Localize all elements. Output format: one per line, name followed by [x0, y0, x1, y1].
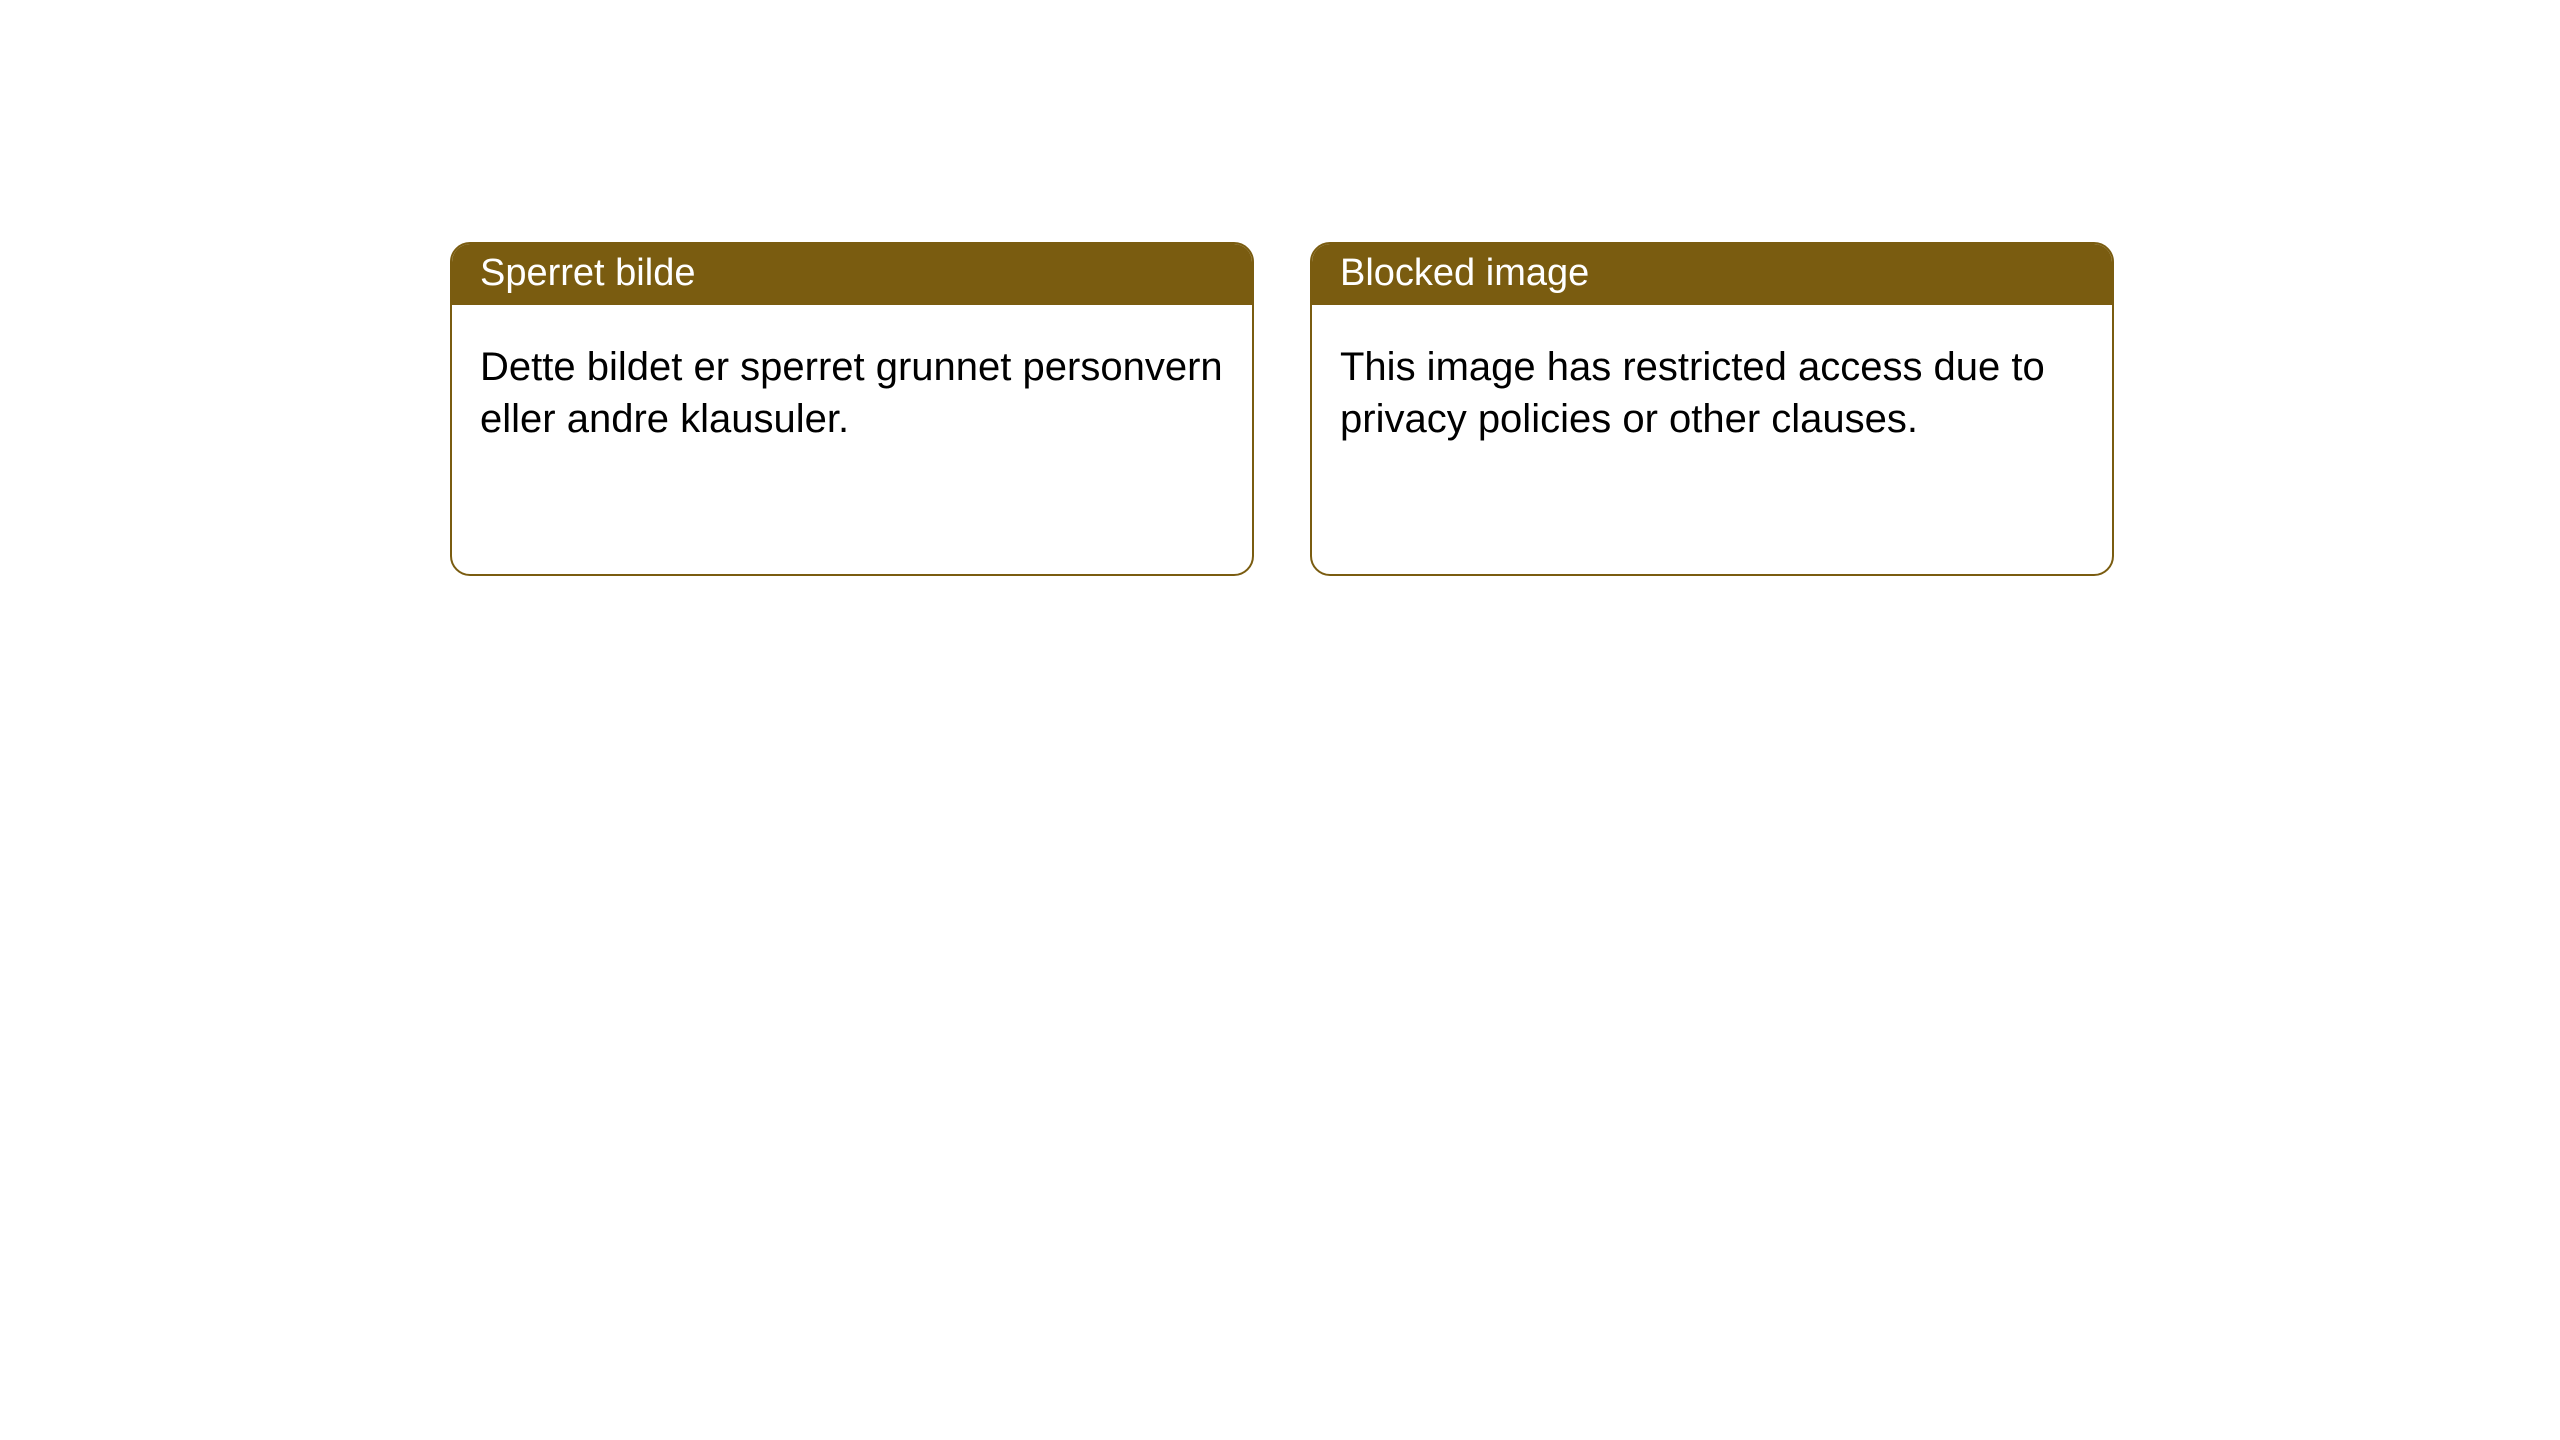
notice-header: Sperret bilde — [452, 244, 1252, 305]
notice-card-english: Blocked image This image has restricted … — [1310, 242, 2114, 576]
notice-body: Dette bildet er sperret grunnet personve… — [452, 305, 1252, 473]
notice-card-norwegian: Sperret bilde Dette bildet er sperret gr… — [450, 242, 1254, 576]
notice-header: Blocked image — [1312, 244, 2112, 305]
notice-body: This image has restricted access due to … — [1312, 305, 2112, 473]
notice-container: Sperret bilde Dette bildet er sperret gr… — [0, 0, 2560, 576]
